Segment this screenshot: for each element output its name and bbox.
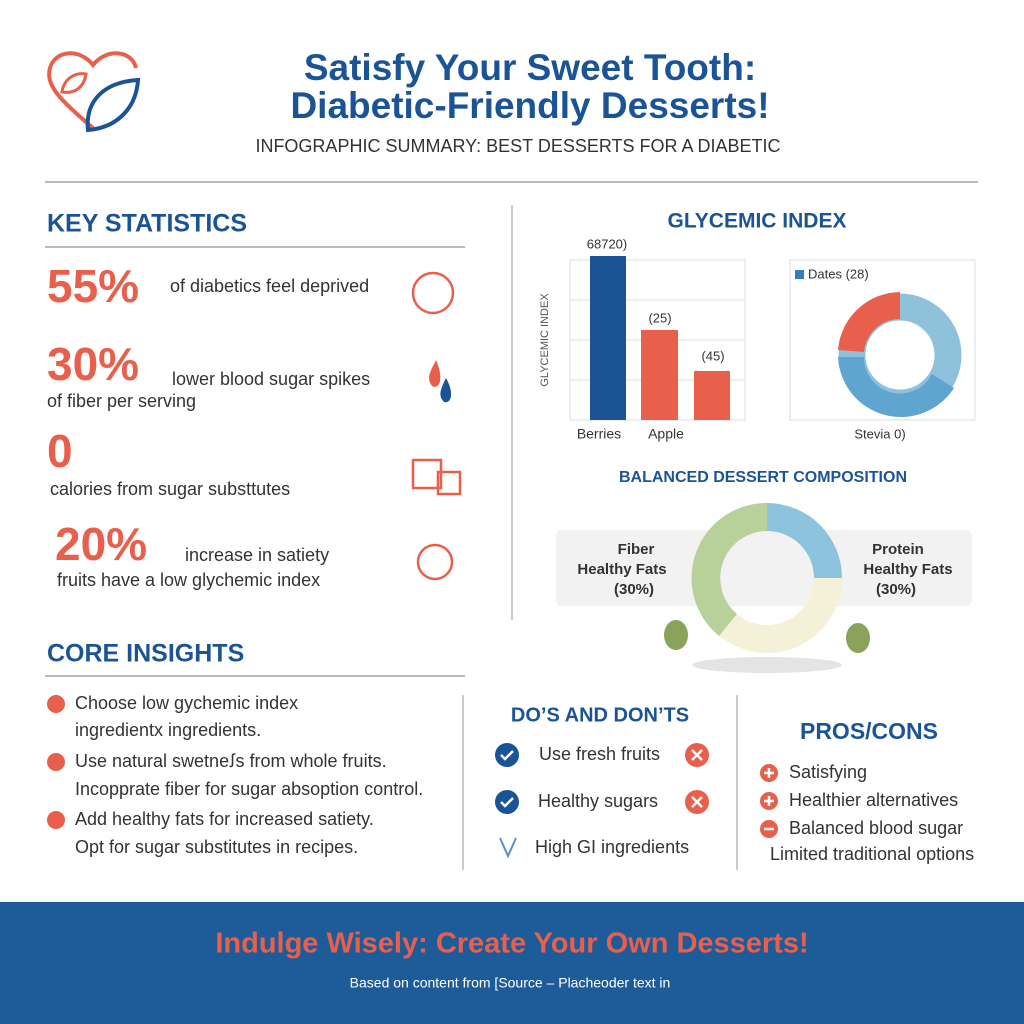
bullet-icon xyxy=(47,753,65,771)
con-item: Limited traditional options xyxy=(770,844,974,864)
bar xyxy=(641,330,678,420)
donut-frame xyxy=(789,259,976,421)
pro-item: Satisfying xyxy=(789,762,867,782)
donut-segment xyxy=(838,357,954,418)
bar xyxy=(590,256,626,420)
composition-label: Protein xyxy=(872,541,924,558)
category-label: Berries xyxy=(577,426,621,442)
stat-number: 55% xyxy=(47,260,139,312)
insight-text: ingredientx ingredients. xyxy=(75,720,261,740)
heading: GLYCEMIC INDEX xyxy=(668,210,847,233)
stat-number: 0 xyxy=(47,425,73,477)
title: Diabetic-Friendly Desserts! xyxy=(290,85,769,126)
icon-marks xyxy=(764,768,774,831)
heading: DO’S AND DON’TS xyxy=(511,704,689,726)
icon-marks xyxy=(500,749,703,808)
footer-band xyxy=(0,902,1024,1024)
composition-label: (30%) xyxy=(876,581,916,598)
icon-avocado xyxy=(846,623,870,653)
bullet-icon xyxy=(47,695,65,713)
stat-text: increase in satiety xyxy=(185,545,329,565)
heading: BALANCED DESSERT COMPOSITION xyxy=(619,469,907,486)
stat-text: calories from sugar substtutes xyxy=(50,479,290,499)
donut-segment xyxy=(767,503,842,578)
icon-drop xyxy=(429,360,441,387)
check-icon xyxy=(495,790,519,814)
bar-label: 68720) xyxy=(587,236,627,251)
heading: CORE INSIGHTS xyxy=(47,640,244,668)
subtitle: INFOGRAPHIC SUMMARY: BEST DESSERTS FOR A… xyxy=(255,136,780,156)
dont-item: High GI ingredients xyxy=(535,837,689,857)
stat-text: lower blood sugar spikes xyxy=(172,369,370,389)
icon-drop xyxy=(440,378,452,403)
bar-label: (45) xyxy=(701,348,724,363)
icon-sad xyxy=(411,271,455,315)
heading: PROS/CONS xyxy=(800,718,938,744)
bar xyxy=(694,371,730,420)
bar-label: (25) xyxy=(648,310,671,325)
do-item: Healthy sugars xyxy=(538,791,658,811)
insight-text: Add healthy fats for increased satiety. xyxy=(75,809,374,829)
logo-heart xyxy=(47,51,138,130)
composition-box xyxy=(556,530,972,606)
stat-text: fruits have a low glychemic index xyxy=(57,570,320,590)
icon-apple xyxy=(416,543,454,581)
legend-swatch xyxy=(795,270,804,279)
stat-text: of fiber per serving xyxy=(47,391,196,411)
shadow xyxy=(692,657,842,673)
composition-label: Healthy Fats xyxy=(577,561,666,578)
stat-number: 30% xyxy=(47,338,139,390)
insight-text: Incopprate fiber for sugar absoption con… xyxy=(75,779,423,799)
stat-number: 20% xyxy=(55,518,147,570)
do-item: Use fresh fruits xyxy=(539,744,660,764)
bullet-icon xyxy=(47,811,65,829)
logo-leaf xyxy=(85,77,141,133)
donut-segment xyxy=(691,502,767,636)
insight-text: Choose low gychemic index xyxy=(75,693,298,713)
legend-label: Dates (28) xyxy=(808,266,869,281)
donut-label: Stevia 0) xyxy=(854,426,905,441)
composition-label: (30%) xyxy=(614,581,654,598)
wheat-icon xyxy=(499,837,517,859)
composition-label: Healthy Fats xyxy=(863,561,952,578)
category-label: Apple xyxy=(648,426,684,442)
icon-cube xyxy=(411,458,443,490)
axis-label: GLYCEMIC INDEX xyxy=(539,293,551,387)
icon-avocado xyxy=(664,620,688,650)
icon-cube xyxy=(436,470,462,496)
check-icon xyxy=(495,743,519,767)
title: Satisfy Your Sweet Tooth: xyxy=(304,47,756,88)
stat-text: of diabetics feel deprived xyxy=(170,276,369,296)
footer-title: Indulge Wisely: Create Your Own Desserts… xyxy=(215,928,808,960)
pro-item: Healthier alternatives xyxy=(789,790,958,810)
con-item: Balanced blood sugar xyxy=(789,818,963,838)
composition-label: Fiber xyxy=(618,541,655,558)
footer-source: Based on content from [Source – Placheod… xyxy=(350,975,671,991)
insight-text: Use natural swetneꭍs from whole fruits. xyxy=(75,751,387,771)
donut-segment xyxy=(838,292,900,352)
logo-leaf-small xyxy=(60,72,88,94)
insight-text: Opt for sugar substitutes in recipes. xyxy=(75,837,358,857)
heading: KEY STATISTICS xyxy=(47,210,247,238)
